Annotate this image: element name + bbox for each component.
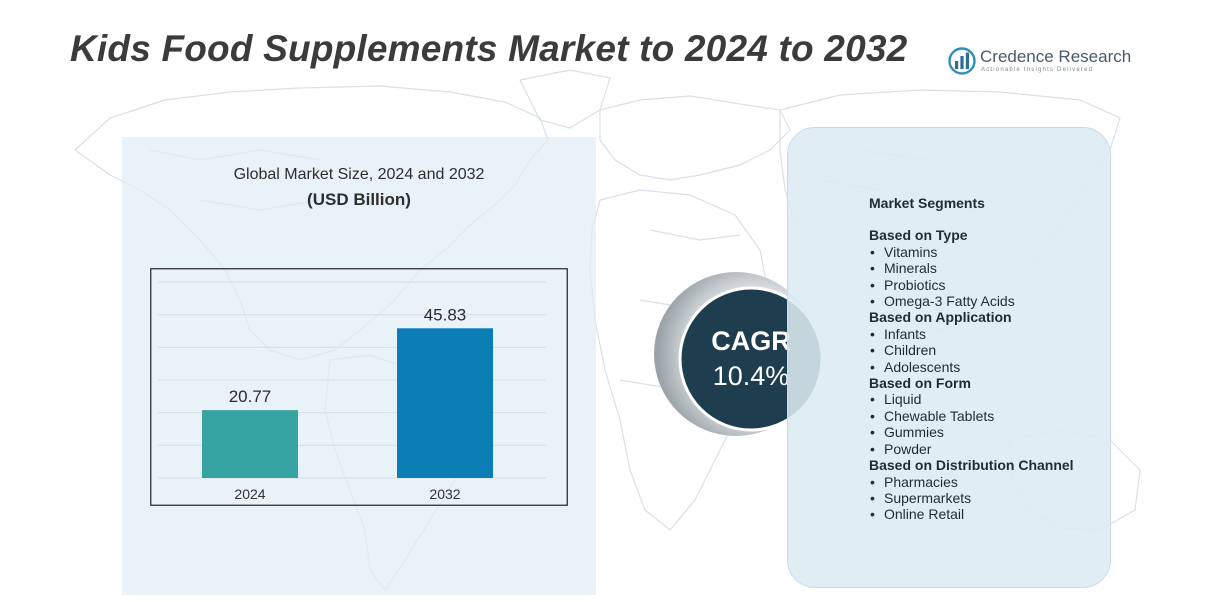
greenland-outline (519, 69, 611, 129)
segment-group-title-distribution: Based on Distribution Channel (869, 457, 1074, 474)
market-size-bar-chart: 20.77 2024 45.83 2032 (150, 268, 568, 506)
segment-item: Liquid (869, 391, 1109, 408)
bar-2024 (202, 410, 298, 478)
segment-list-distribution: Pharmacies Supermarkets Online Retail (869, 474, 1109, 524)
market-size-panel (122, 137, 596, 595)
segments-title: Market Segments (869, 195, 985, 211)
x-tick-label-2024: 2024 (234, 486, 265, 502)
cagr-label: CAGR (711, 326, 791, 356)
logo-name: Credence Research (980, 47, 1132, 66)
segment-list-form: Liquid Chewable Tablets Gummies Powder (869, 391, 1109, 457)
segment-item: Infants (869, 326, 1109, 343)
segment-item: Online Retail (869, 506, 1109, 523)
bar-2032 (397, 328, 493, 478)
logo-tagline: Actionable Insights Delivered (981, 67, 1094, 73)
europe-outline (599, 95, 791, 181)
segment-group-title-form: Based on Form (869, 375, 971, 392)
segment-group-title-type: Based on Type (869, 227, 968, 244)
segment-list-application: Infants Children Adolescents (869, 326, 1109, 376)
segment-item: Children (869, 342, 1109, 359)
cagr-value: 10.4% (713, 361, 790, 391)
data-label-2024: 20.77 (229, 387, 272, 406)
chart-frame (150, 268, 568, 506)
segment-item: Gummies (869, 424, 1109, 441)
segment-item: Chewable Tablets (869, 408, 1109, 425)
bar-chart-globe-icon (948, 47, 976, 75)
segment-list-type: Vitamins Minerals Probiotics Omega-3 Fat… (869, 244, 1109, 310)
segment-item: Supermarkets (869, 490, 1109, 507)
chart-unit: (USD Billion) (307, 190, 411, 209)
x-tick-label-2032: 2032 (429, 486, 460, 502)
cagr-badge: CAGR 10.4% (654, 272, 824, 436)
segment-item: Minerals (869, 260, 1109, 277)
segment-item: Powder (869, 441, 1109, 458)
segment-group-title-application: Based on Application (869, 309, 1012, 326)
market-segments: Market Segments Based on Type Vitamins M… (869, 195, 1109, 523)
chart-title: Global Market Size, 2024 and 2032 (233, 166, 485, 183)
segment-item: Adolescents (869, 359, 1109, 376)
segment-item: Vitamins (869, 244, 1109, 261)
segment-item: Probiotics (869, 277, 1109, 294)
page-title: Kids Food Supplements Market to 2024 to … (70, 28, 908, 69)
segment-item: Omega-3 Fatty Acids (869, 293, 1109, 310)
segment-item: Pharmacies (869, 474, 1109, 491)
data-label-2032: 45.83 (424, 305, 467, 324)
brand-logo[interactable]: Credence Research Actionable Insights De… (948, 46, 1138, 78)
